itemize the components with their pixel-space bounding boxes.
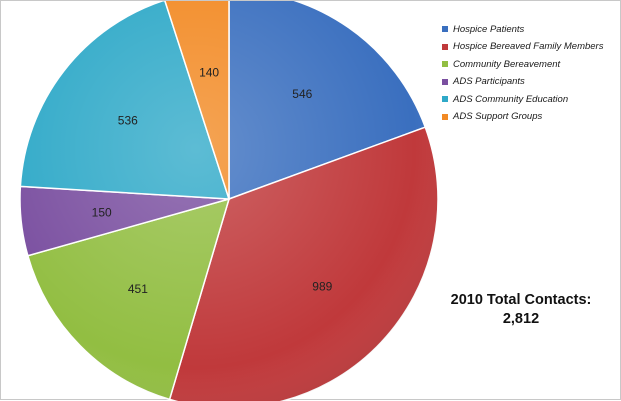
legend-swatch — [442, 43, 448, 50]
legend-label: ADS Support Groups — [453, 111, 543, 122]
data-label-ads-community-education: 536 — [118, 114, 138, 128]
legend-swatch — [442, 26, 448, 32]
legend-swatch — [442, 61, 448, 67]
legend-label: ADS Community Education — [453, 93, 569, 105]
legend-swatch — [442, 96, 448, 102]
data-label-ads-participants: 150 — [92, 206, 112, 220]
legend-item-ads-support-groups: ADS Support Groups — [442, 108, 603, 126]
legend-item-community-bereavement: Community Bereavement — [442, 55, 603, 73]
legend-item-ads-community-education: ADS Community Education — [442, 90, 603, 108]
legend-swatch — [442, 113, 448, 120]
legend-swatch — [442, 78, 448, 85]
total-contacts-label: 2010 Total Contacts: — [450, 292, 592, 308]
data-label-ads-support-groups: 140 — [199, 66, 219, 80]
total-contacts-value: 2,812 — [502, 311, 540, 327]
total-contacts-callout: 2010 Total Contacts: 2,812 — [441, 291, 601, 329]
legend-item-hospice-patients: Hospice Patients — [442, 20, 603, 38]
legend-item-hospice-bereaved-family-members: Hospice Bereaved Family Members — [442, 38, 603, 56]
legend-label: Hospice Bereaved Family Members — [453, 41, 604, 52]
data-label-hospice-bereaved-family-members: 989 — [312, 280, 332, 294]
legend-label: ADS Participants — [453, 76, 525, 87]
legend-item-ads-participants: ADS Participants — [442, 73, 603, 91]
legend: Hospice Patients Hospice Bereaved Family … — [442, 20, 603, 125]
legend-label: Community Bereavement — [453, 58, 561, 70]
data-label-community-bereavement: 451 — [128, 282, 148, 296]
legend-label: Hospice Patients — [453, 23, 525, 35]
data-label-hospice-patients: 546 — [292, 87, 312, 101]
